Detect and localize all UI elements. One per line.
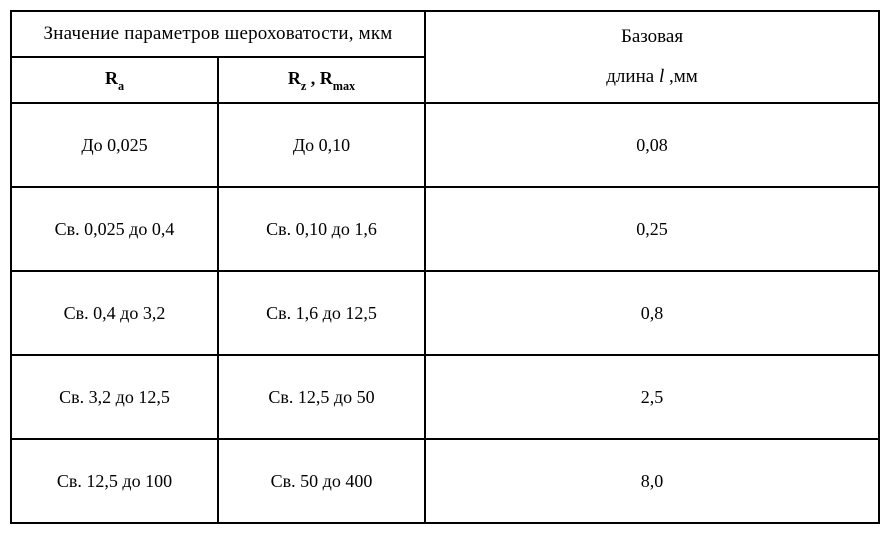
header-rz-sub: z (301, 79, 306, 93)
cell-ra: До 0,025 (11, 103, 218, 187)
cell-rz: Св. 12,5 до 50 (218, 355, 425, 439)
table-row: До 0,025 До 0,10 0,08 (11, 103, 879, 187)
roughness-table: Значение параметров шероховатости, мкм Б… (10, 10, 880, 524)
header-rz-prefix: R (288, 68, 301, 88)
table-row: Св. 0,4 до 3,2 Св. 1,6 до 12,5 0,8 (11, 271, 879, 355)
cell-rz: До 0,10 (218, 103, 425, 187)
header-base-length-line1: Базовая (621, 26, 683, 47)
cell-ra: Св. 0,4 до 3,2 (11, 271, 218, 355)
table-row: Св. 12,5 до 100 Св. 50 до 400 8,0 (11, 439, 879, 523)
header-base-length-post: ,мм (664, 66, 698, 87)
cell-l: 2,5 (425, 355, 879, 439)
header-group-roughness: Значение параметров шероховатости, мкм (11, 11, 425, 57)
header-col-rz-rmax: Rz , Rmax (218, 57, 425, 103)
cell-rz: Св. 50 до 400 (218, 439, 425, 523)
header-base-length-pre: длина (606, 66, 659, 87)
table-row: Св. 3,2 до 12,5 Св. 12,5 до 50 2,5 (11, 355, 879, 439)
header-col-ra: Ra (11, 57, 218, 103)
header-base-length-line2: длина l ,мм (430, 58, 874, 96)
cell-ra: Св. 3,2 до 12,5 (11, 355, 218, 439)
cell-l: 0,8 (425, 271, 879, 355)
roughness-table-container: Значение параметров шероховатости, мкм Б… (10, 10, 878, 524)
cell-l: 8,0 (425, 439, 879, 523)
header-base-length: Базовая длина l ,мм (425, 11, 879, 103)
cell-rz: Св. 0,10 до 1,6 (218, 187, 425, 271)
header-sep: , (306, 68, 320, 88)
header-rmax-sub: max (333, 79, 355, 93)
header-ra-prefix: R (105, 68, 118, 88)
header-group-roughness-text: Значение параметров шероховатости, мкм (44, 23, 393, 44)
cell-ra: Св. 0,025 до 0,4 (11, 187, 218, 271)
cell-l: 0,25 (425, 187, 879, 271)
header-rmax-prefix: R (320, 68, 333, 88)
table-row: Св. 0,025 до 0,4 Св. 0,10 до 1,6 0,25 (11, 187, 879, 271)
table-body: До 0,025 До 0,10 0,08 Св. 0,025 до 0,4 С… (11, 103, 879, 523)
cell-l: 0,08 (425, 103, 879, 187)
header-ra-sub: a (118, 79, 124, 93)
cell-rz: Св. 1,6 до 12,5 (218, 271, 425, 355)
cell-ra: Св. 12,5 до 100 (11, 439, 218, 523)
